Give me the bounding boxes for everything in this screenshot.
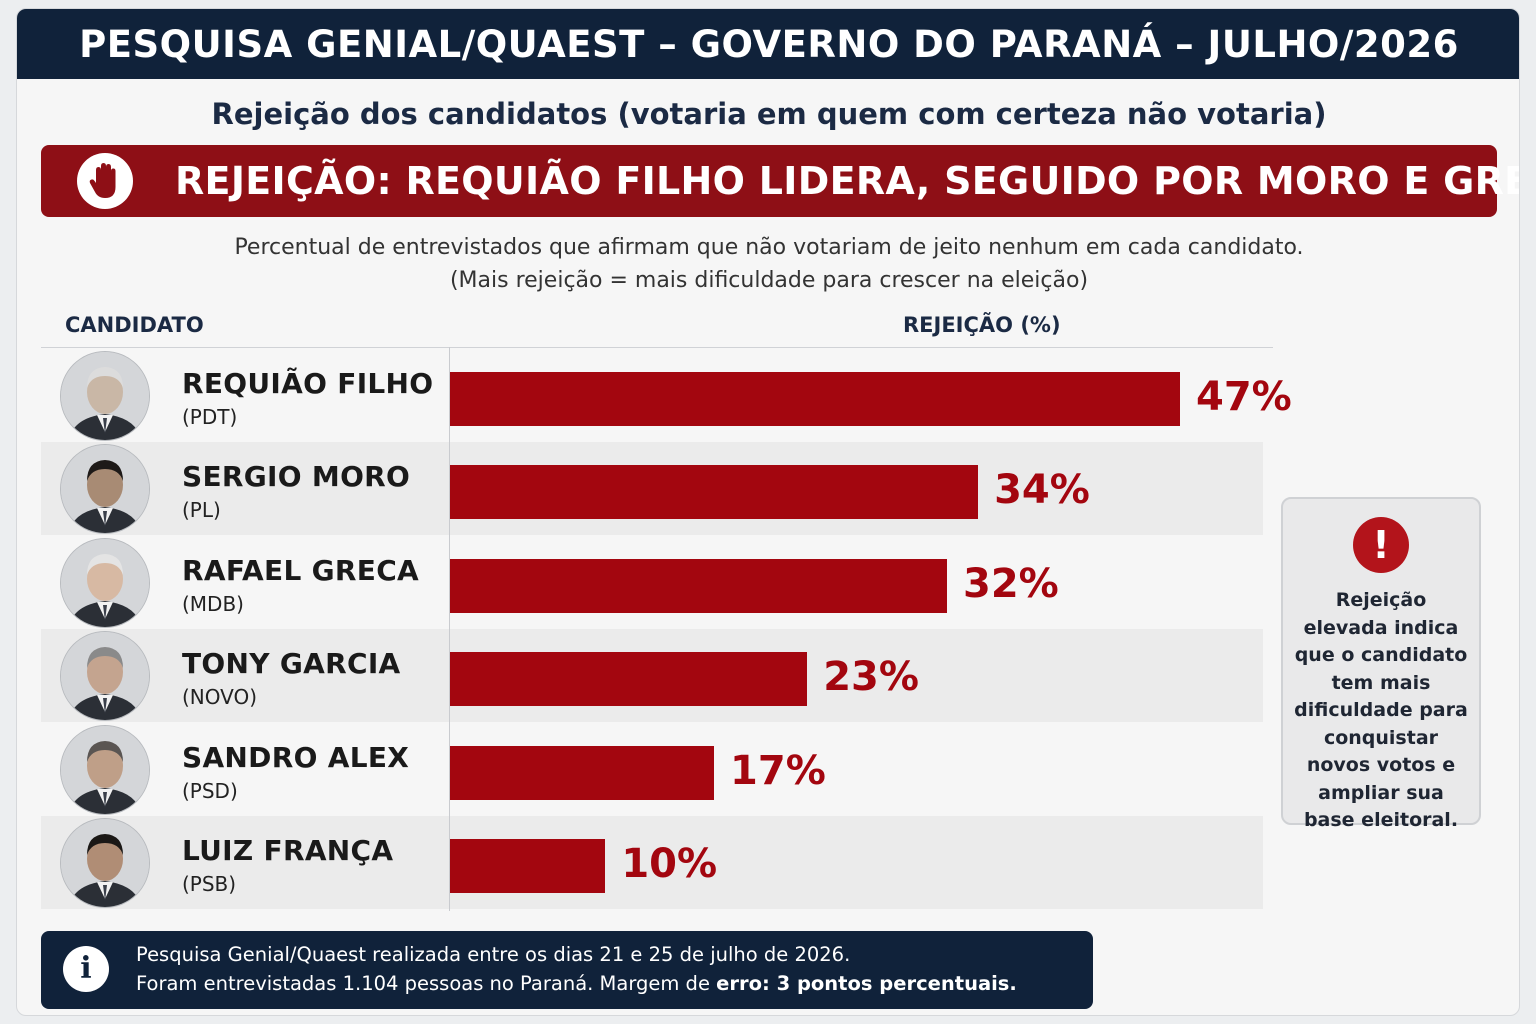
- headline-text: REJEIÇÃO: REQUIÃO FILHO LIDERA, SEGUIDO …: [175, 159, 1520, 203]
- footer-line-2-bold: erro: 3 pontos percentuais.: [716, 972, 1017, 995]
- page-title: PESQUISA GENIAL/QUAEST – GOVERNO DO PARA…: [79, 22, 1459, 66]
- candidate-photo-avatar: [61, 445, 149, 534]
- candidate-name: SERGIO MORO: [182, 460, 411, 494]
- header-divider: [41, 347, 1273, 348]
- chart-row: REQUIÃO FILHO (PDT): [41, 349, 1263, 442]
- candidate-party: (PL): [182, 498, 221, 523]
- candidate-photo-avatar: [61, 352, 149, 440]
- chart-description: Percentual de entrevistados que afirmam …: [41, 231, 1497, 297]
- infographic-frame: PESQUISA GENIAL/QUAEST – GOVERNO DO PARA…: [16, 8, 1520, 1016]
- chart-row: SERGIO MORO (PL): [41, 442, 1263, 536]
- candidate-name: REQUIÃO FILHO: [182, 367, 434, 400]
- footer-line-2-text: Foram entrevistadas 1.104 pessoas no Par…: [136, 972, 717, 995]
- footer-line-2: Foram entrevistadas 1.104 pessoas no Par…: [136, 972, 1017, 995]
- bar-2: [450, 465, 979, 520]
- value-label: 32%: [963, 560, 1059, 607]
- candidate-name: SANDRO ALEX: [182, 740, 410, 774]
- description-line-1: Percentual de entrevistados que afirmam …: [234, 235, 1304, 260]
- candidate-name: LUIZ FRANÇA: [182, 834, 394, 867]
- candidate-party: (MDB): [182, 591, 244, 616]
- description-line-2: (Mais rejeição = mais dificuldade para c…: [449, 268, 1089, 293]
- title-bar: PESQUISA GENIAL/QUAEST – GOVERNO DO PARA…: [17, 9, 1519, 79]
- candidate-name: RAFAEL GRECA: [182, 553, 420, 587]
- candidate-photo-avatar: [61, 538, 149, 627]
- chart-row: RAFAEL GRECA (MDB): [41, 536, 1263, 629]
- bar-3: [450, 558, 948, 613]
- candidate-party: (PSD): [182, 778, 238, 803]
- candidate-photo-avatar: [61, 725, 149, 814]
- value-label: 23%: [823, 654, 919, 701]
- candidate-photo-avatar: [61, 632, 149, 721]
- candidate-party: (PDT): [182, 405, 238, 429]
- column-header-candidate: CANDIDATO: [65, 313, 204, 337]
- side-note-text: Rejeição elevada indica que o candidato …: [1294, 589, 1468, 831]
- bar-4: [450, 652, 808, 707]
- value-label: 34%: [994, 467, 1090, 514]
- chart-row: LUIZ FRANÇA (PSB): [41, 816, 1263, 909]
- candidate-party: (PSB): [182, 872, 237, 896]
- footer-line-1: Pesquisa Genial/Quaest realizada entre o…: [136, 943, 851, 966]
- footer-info-box: i Pesquisa Genial/Quaest realizada entre…: [41, 931, 1093, 1009]
- chart-row: SANDRO ALEX (PSD): [41, 723, 1263, 816]
- value-label: 10%: [621, 841, 718, 887]
- column-header-rejection: REJEIÇÃO (%): [903, 313, 1061, 337]
- candidate-party: (NOVO): [182, 685, 258, 710]
- candidate-name: TONY GARCIA: [182, 647, 401, 681]
- value-label: 47%: [1196, 374, 1292, 420]
- headline-banner: REJEIÇÃO: REQUIÃO FILHO LIDERA, SEGUIDO …: [41, 145, 1519, 217]
- bar-5: [450, 745, 715, 800]
- info-icon: i: [63, 946, 109, 992]
- page-subtitle: Rejeição dos candidatos (votaria em quem…: [211, 97, 1327, 131]
- exclamation-icon: !: [1353, 517, 1409, 573]
- value-label: 17%: [730, 747, 826, 794]
- side-note-box: ! Rejeição elevada indica que o candidat…: [1281, 497, 1481, 831]
- bar-6: [450, 839, 606, 893]
- axis-line: [449, 347, 450, 911]
- hand-stop-icon: [77, 153, 133, 209]
- candidate-photo-avatar: [61, 819, 149, 907]
- bar-1: [450, 372, 1180, 426]
